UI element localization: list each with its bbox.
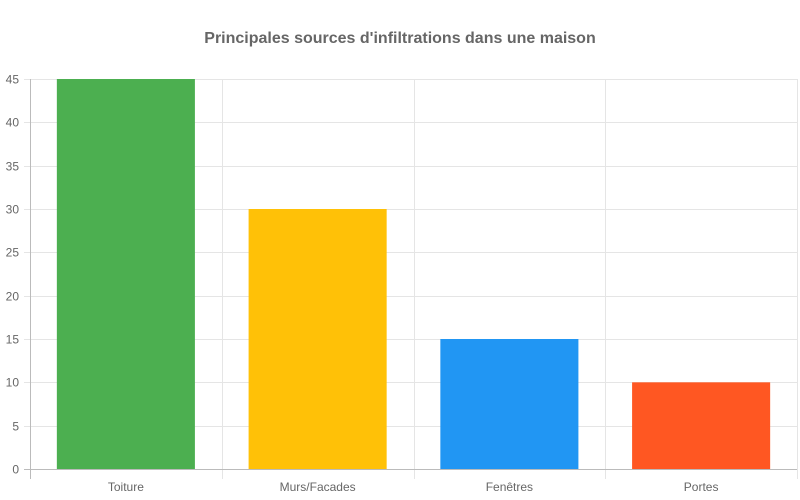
bars-layer xyxy=(56,79,771,469)
axis-layer xyxy=(24,79,797,479)
y-tick-label: 10 xyxy=(6,376,20,390)
x-tick-label: Toiture xyxy=(108,480,144,494)
y-tick-label: 15 xyxy=(6,333,20,347)
grid-layer xyxy=(24,79,798,479)
y-tick-label: 20 xyxy=(6,290,20,304)
y-tick-label: 30 xyxy=(6,203,20,217)
bar-portes[interactable] xyxy=(632,382,771,469)
y-tick-label: 0 xyxy=(12,463,19,477)
y-tick-label: 45 xyxy=(6,73,20,87)
x-tick-label: Fenêtres xyxy=(486,480,533,494)
bar-fen-tres[interactable] xyxy=(440,339,579,469)
bar-murs-facades[interactable] xyxy=(248,209,387,469)
x-tick-label: Portes xyxy=(684,480,719,494)
bar-toiture[interactable] xyxy=(56,79,195,469)
y-tick-label: 35 xyxy=(6,160,20,174)
chart-title: Principales sources d'infiltrations dans… xyxy=(204,30,596,47)
x-tick-label: Murs/Facades xyxy=(280,480,356,494)
y-tick-label: 40 xyxy=(6,116,20,130)
tick-labels-layer: 0 5 10 15 20 25 30 35 40 45 Toiture Murs/Facades Fen… xyxy=(6,73,719,495)
y-tick-label: 5 xyxy=(12,420,19,434)
y-tick-label: 25 xyxy=(6,246,20,260)
